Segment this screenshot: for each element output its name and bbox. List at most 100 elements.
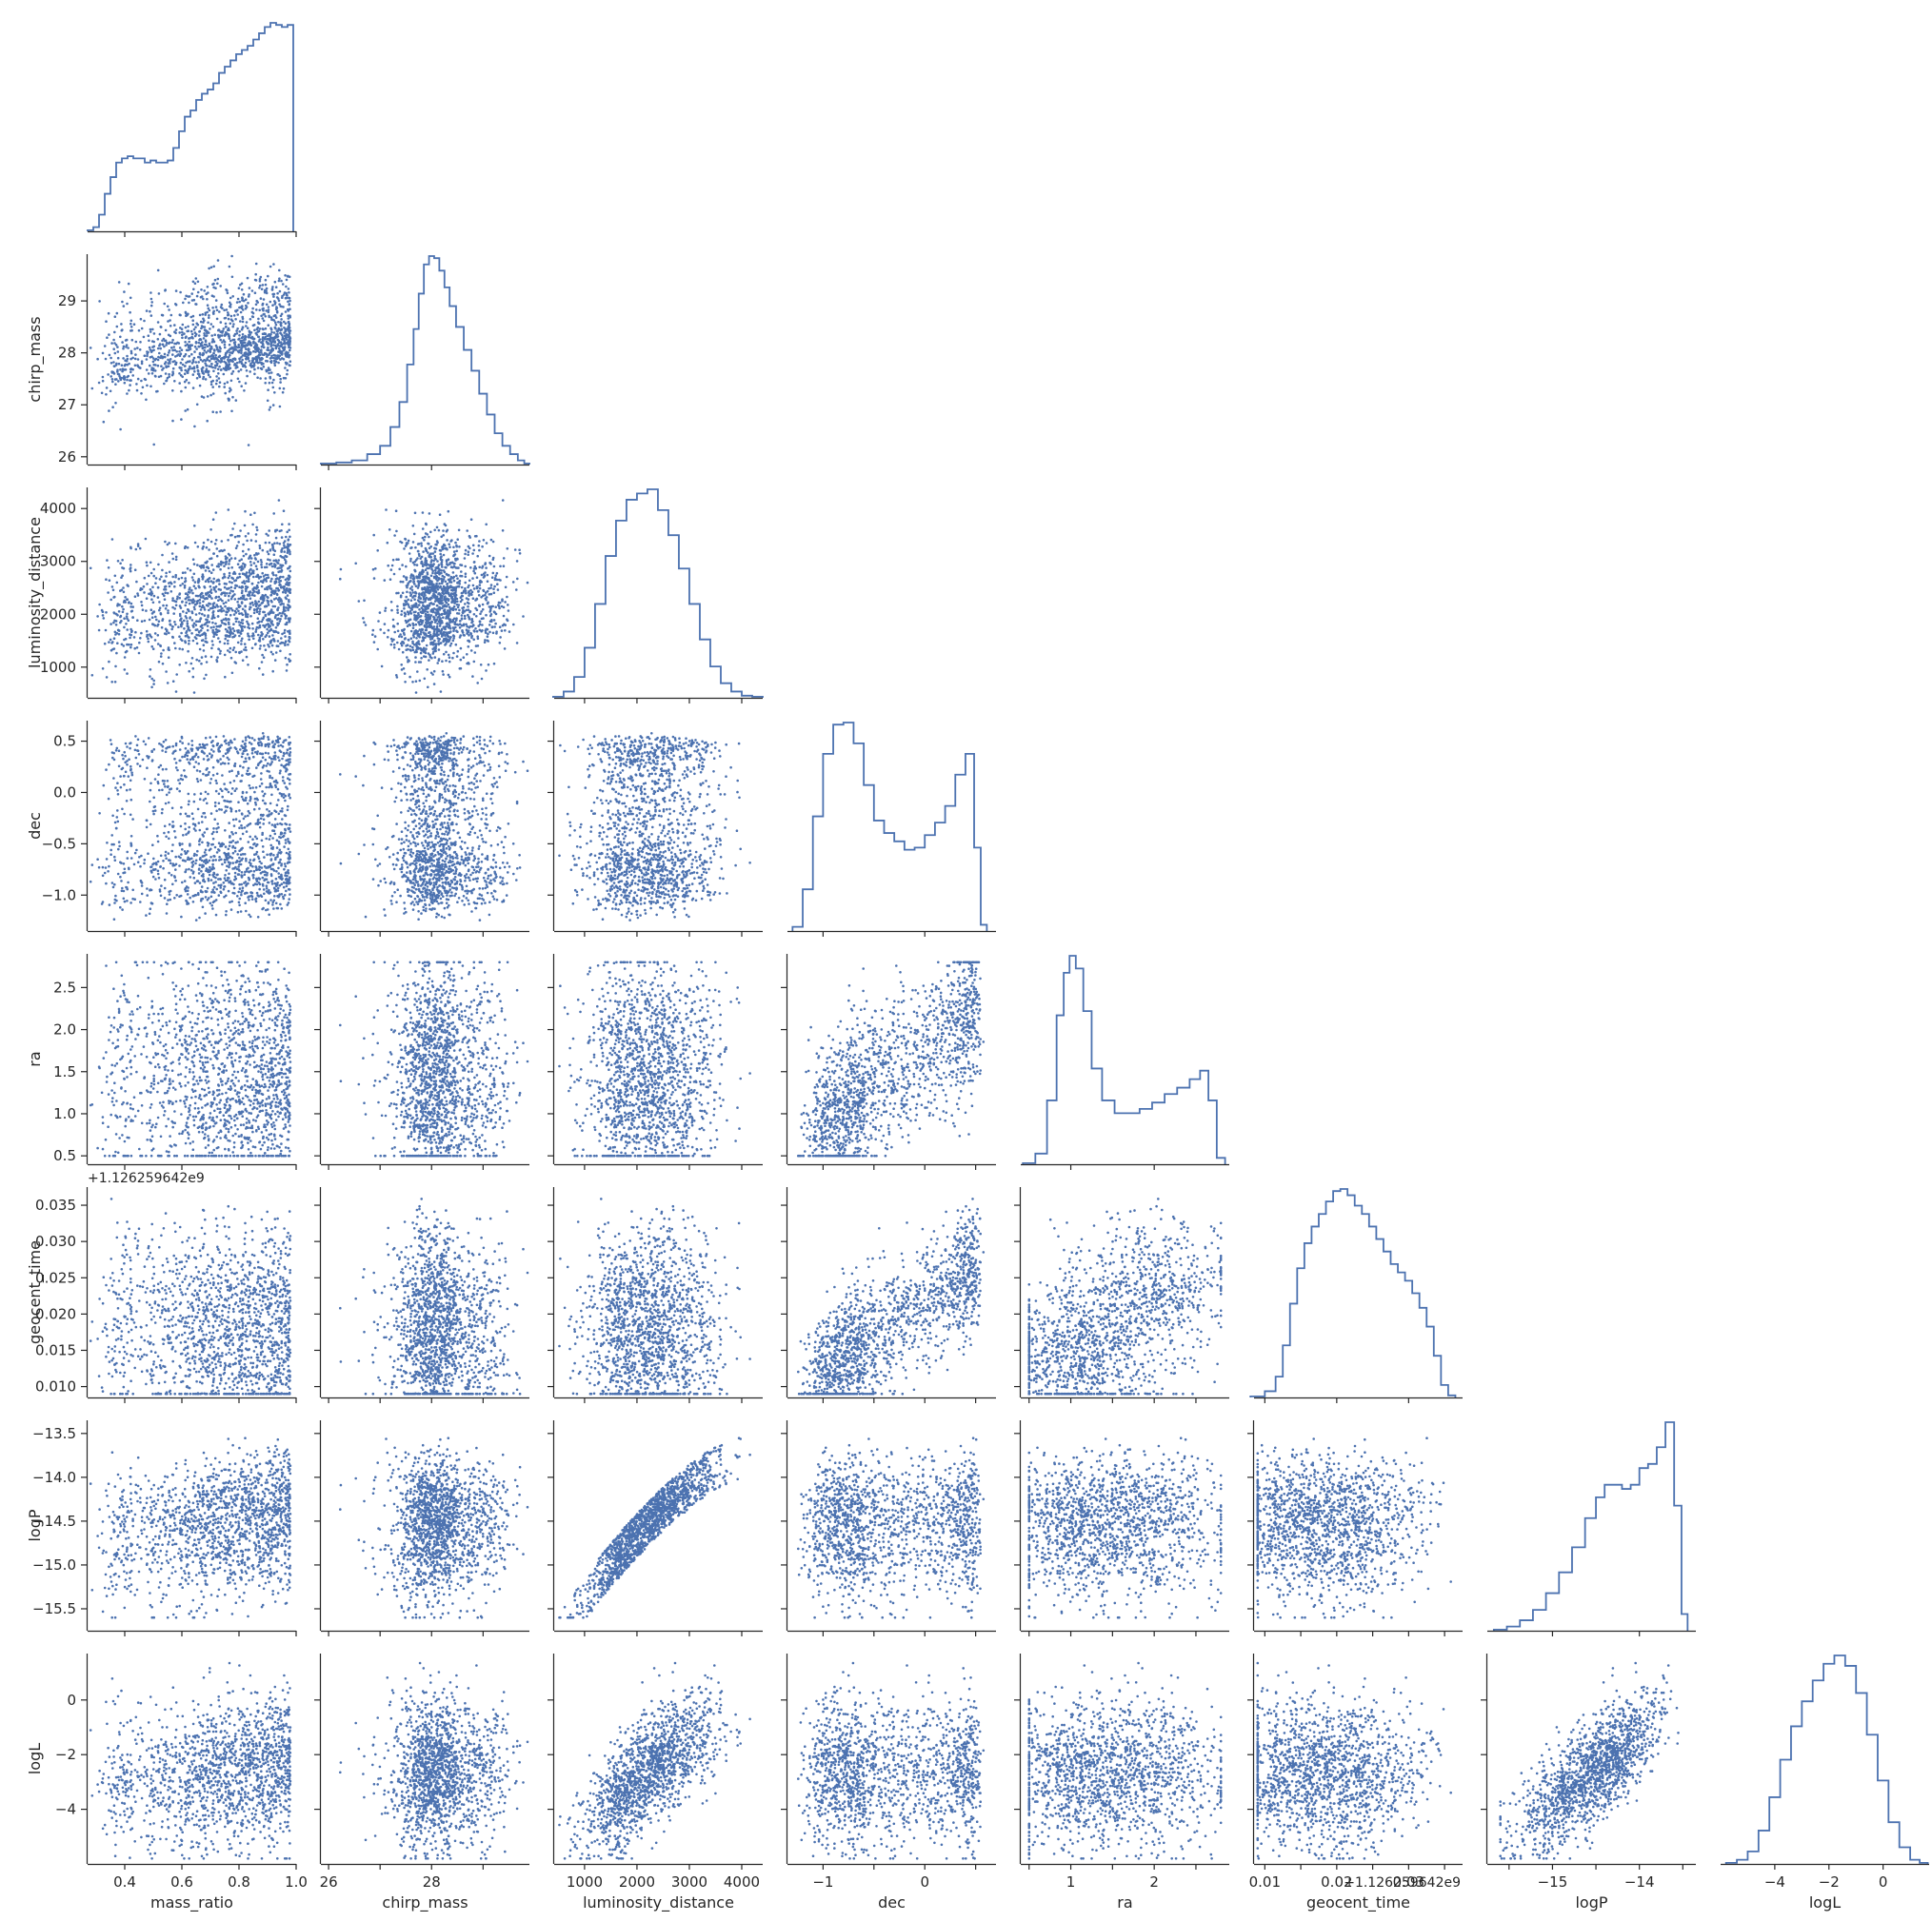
point (288, 291, 290, 294)
point (201, 656, 204, 659)
point (256, 607, 259, 610)
point (141, 604, 144, 607)
point (279, 290, 282, 293)
point (200, 608, 203, 611)
point (191, 624, 194, 627)
point (205, 293, 208, 296)
point (105, 320, 108, 323)
point (178, 350, 181, 353)
point (215, 411, 218, 414)
point (188, 640, 190, 643)
point (113, 331, 116, 334)
point (246, 580, 249, 583)
point (124, 382, 127, 385)
point (197, 361, 200, 364)
point (255, 308, 258, 311)
point (228, 366, 230, 368)
point (260, 297, 263, 300)
point (110, 370, 113, 373)
point (161, 340, 164, 343)
point (252, 366, 255, 368)
point (191, 333, 194, 336)
point (140, 632, 143, 635)
point (287, 301, 289, 304)
point (198, 334, 201, 337)
point (199, 314, 202, 317)
point (279, 378, 282, 381)
point (201, 369, 204, 372)
point (149, 328, 152, 331)
point (219, 339, 222, 342)
point (241, 359, 244, 362)
point (213, 341, 216, 344)
point (259, 547, 262, 550)
point (230, 557, 233, 560)
point (231, 361, 234, 364)
point (277, 373, 280, 376)
point (201, 325, 204, 327)
point (271, 288, 274, 291)
point (238, 330, 241, 333)
point (274, 327, 277, 330)
point (119, 368, 122, 371)
point (148, 372, 150, 375)
point (278, 357, 281, 360)
point (195, 341, 198, 344)
point (251, 307, 254, 310)
point (263, 575, 266, 578)
point (288, 523, 290, 525)
point (241, 305, 244, 307)
point (261, 353, 264, 356)
point (172, 346, 175, 348)
point (211, 338, 214, 341)
point (209, 585, 212, 588)
point (225, 369, 228, 372)
point (233, 334, 236, 337)
point (289, 553, 291, 556)
point (168, 343, 170, 346)
point (271, 304, 274, 307)
point (164, 541, 167, 544)
point (134, 353, 137, 356)
point (173, 360, 176, 363)
point (240, 385, 243, 387)
point (253, 594, 256, 597)
point (230, 598, 233, 601)
point (146, 309, 149, 312)
point (256, 376, 259, 379)
point (283, 550, 286, 553)
point (246, 540, 249, 543)
point (133, 647, 136, 650)
point (192, 558, 195, 561)
point (181, 623, 184, 625)
point (252, 350, 255, 353)
point (215, 299, 218, 302)
point (288, 287, 290, 290)
point (179, 291, 182, 294)
point (187, 326, 189, 328)
point (228, 398, 230, 401)
point (111, 378, 114, 381)
point (273, 553, 276, 556)
point (284, 540, 287, 543)
point (166, 380, 169, 383)
point (136, 364, 139, 367)
point (184, 365, 187, 367)
point (174, 543, 177, 545)
point (221, 307, 224, 310)
point (267, 347, 269, 349)
point (212, 578, 215, 581)
point (193, 426, 196, 428)
point (244, 342, 247, 345)
point (230, 318, 233, 321)
point (217, 599, 220, 602)
point (212, 312, 215, 315)
point (203, 649, 206, 652)
point (269, 580, 272, 583)
point (180, 369, 183, 372)
point (173, 621, 176, 624)
point (152, 364, 155, 367)
point (267, 400, 269, 403)
point (160, 365, 163, 367)
